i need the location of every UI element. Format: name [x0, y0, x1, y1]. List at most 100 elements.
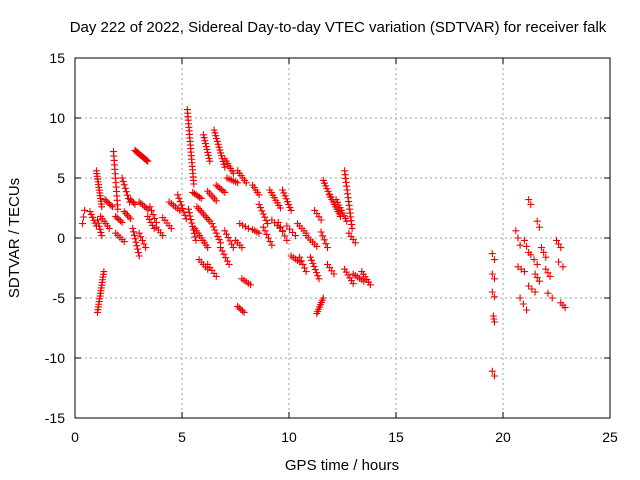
data-point [263, 230, 271, 238]
axis-ticks: 0 5 10 15 20 25 -15 -10 -5 0 5 10 15 [45, 50, 618, 445]
data-point [319, 232, 327, 240]
data-point [187, 216, 195, 224]
data-point [516, 241, 524, 249]
data-point [540, 248, 548, 256]
data-point [490, 275, 498, 283]
data-point [259, 210, 267, 218]
data-point [264, 234, 272, 242]
data-point [302, 268, 310, 276]
data-point [280, 189, 288, 197]
data-point [188, 219, 196, 227]
y-tick-label: -10 [45, 350, 65, 366]
data-point [544, 269, 552, 277]
data-point [95, 222, 103, 230]
data-point [174, 191, 182, 199]
data-point [212, 197, 220, 205]
data-point [144, 157, 152, 165]
data-point [531, 270, 539, 278]
data-point [186, 212, 194, 220]
data-point [255, 191, 263, 199]
data-point [204, 215, 212, 223]
data-point [93, 216, 101, 224]
data-point [283, 198, 291, 206]
data-point [204, 148, 212, 156]
data-point [198, 208, 206, 216]
data-point [561, 304, 569, 312]
data-point [535, 277, 543, 285]
data-point [527, 200, 535, 208]
data-point [142, 156, 150, 164]
data-point [291, 232, 299, 240]
data-point [315, 275, 323, 283]
x-tick-label: 25 [602, 429, 618, 445]
data-point [151, 215, 159, 222]
data-point [100, 268, 108, 276]
data-point [313, 242, 321, 250]
data-point [279, 227, 287, 235]
y-tick-label: 15 [49, 50, 65, 66]
data-point [530, 256, 538, 264]
data-point [140, 240, 148, 248]
data-point [225, 260, 233, 268]
data-point [546, 272, 554, 280]
data-point [98, 203, 106, 211]
data-point [235, 304, 243, 312]
data-point [533, 260, 541, 268]
data-point [201, 212, 209, 220]
data-point [351, 239, 359, 247]
data-point [266, 238, 274, 246]
y-tick-label: -15 [45, 410, 65, 426]
data-point [175, 194, 183, 202]
data-point [209, 223, 217, 231]
data-point [122, 188, 130, 196]
data-point [179, 205, 187, 213]
data-point [149, 211, 157, 219]
data-point [97, 228, 105, 236]
data-point [559, 263, 567, 271]
data-point [282, 195, 290, 203]
data-point [120, 181, 128, 189]
data-point [516, 294, 524, 302]
data-point [528, 285, 536, 293]
data-point [129, 199, 137, 207]
data-point [177, 201, 185, 209]
data-point [234, 302, 242, 310]
data-point [196, 206, 204, 214]
data-point [98, 232, 106, 240]
x-tick-label: 0 [71, 429, 79, 445]
data-point [544, 289, 552, 297]
data-point [113, 214, 121, 222]
data-point [202, 143, 210, 151]
data-point [301, 264, 309, 272]
data-point [520, 236, 528, 244]
data-point [191, 233, 199, 241]
data-point [222, 254, 230, 262]
data-point [244, 224, 252, 232]
data-point [317, 228, 325, 236]
data-point [229, 244, 237, 252]
data-point [519, 300, 527, 308]
data-point [330, 270, 338, 278]
data-point [527, 251, 535, 259]
data-point [311, 266, 319, 274]
data-point [223, 257, 231, 265]
data-point [490, 256, 498, 264]
data-point [221, 188, 229, 196]
data-point [212, 272, 220, 280]
data-point [142, 204, 150, 212]
data-point [107, 201, 115, 209]
data-point [324, 244, 332, 252]
data-point [283, 236, 291, 244]
data-point [120, 238, 128, 246]
data-point [203, 214, 211, 222]
data-point [203, 145, 211, 153]
data-point [234, 179, 242, 187]
data-point [202, 140, 210, 148]
data-point [523, 242, 531, 250]
data-point [108, 203, 116, 211]
data-point [176, 198, 184, 206]
data-point [317, 216, 325, 224]
data-points [78, 106, 569, 380]
data-point [533, 274, 541, 282]
data-point [238, 244, 246, 252]
